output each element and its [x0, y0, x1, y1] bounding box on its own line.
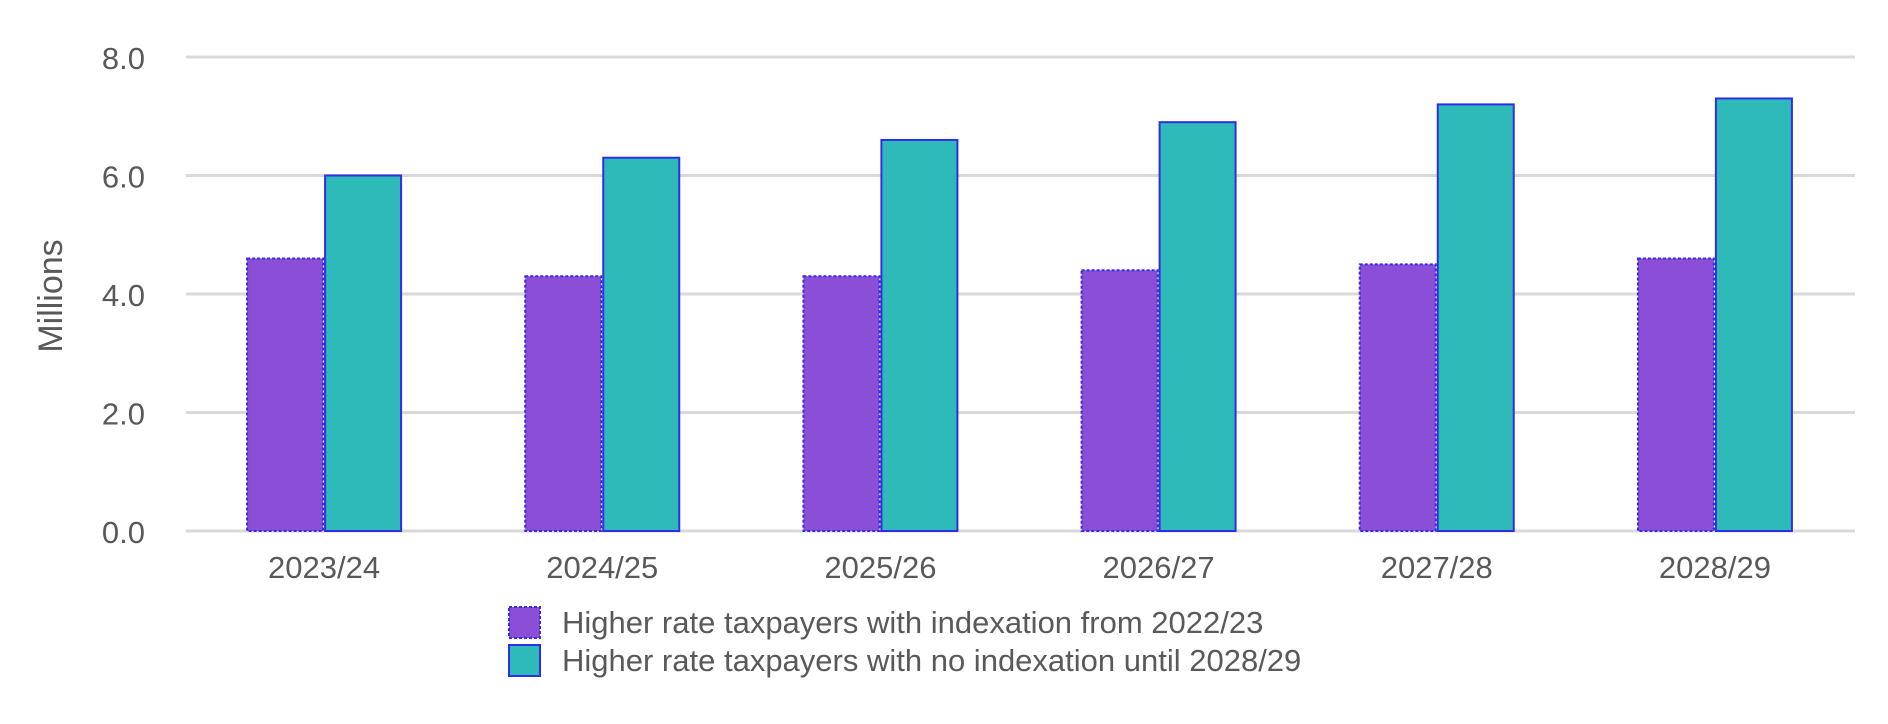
bar-indexation-2023-24 — [246, 257, 325, 532]
x-tick-label: 2023/24 — [268, 550, 380, 585]
y-tick-labels: 0.0 2.0 4.0 6.0 8.0 — [102, 41, 145, 550]
bar-no-indexation-2025-26 — [880, 138, 959, 532]
x-tick-label: 2028/29 — [1659, 550, 1771, 585]
bars — [246, 97, 1793, 533]
y-tick-label: 4.0 — [102, 278, 145, 313]
legend-label-2: Higher rate taxpayers with no indexation… — [562, 643, 1301, 678]
bar-indexation-2028-29 — [1636, 257, 1715, 532]
x-tick-labels: 2023/24 2024/25 2025/26 2026/27 2027/28 2028/… — [268, 550, 1771, 585]
y-tick-label: 0.0 — [102, 515, 145, 550]
bar-indexation-2026-27 — [1080, 269, 1159, 532]
legend: Higher rate taxpayers with indexation fr… — [508, 605, 1301, 678]
gridlines — [186, 55, 1855, 533]
bar-no-indexation-2028-29 — [1714, 97, 1793, 532]
y-tick-label: 6.0 — [102, 160, 145, 195]
x-tick-label: 2026/27 — [1103, 550, 1215, 585]
bar-indexation-2027-28 — [1358, 263, 1437, 532]
bar-no-indexation-2026-27 — [1158, 121, 1237, 533]
y-tick-label: 8.0 — [102, 41, 145, 76]
y-tick-label: 2.0 — [102, 397, 145, 432]
bar-indexation-2024-25 — [524, 275, 603, 532]
y-axis-label: Millions — [32, 239, 70, 352]
bar-indexation-2025-26 — [802, 275, 881, 532]
legend-label-1: Higher rate taxpayers with indexation fr… — [562, 605, 1263, 640]
bar-no-indexation-2023-24 — [324, 174, 403, 532]
bar-no-indexation-2024-25 — [602, 156, 681, 532]
legend-swatch-2 — [508, 644, 541, 677]
x-tick-label: 2024/25 — [546, 550, 658, 585]
legend-swatch-1 — [508, 606, 541, 639]
bar-no-indexation-2027-28 — [1436, 103, 1515, 533]
x-tick-label: 2027/28 — [1381, 550, 1493, 585]
x-tick-label: 2025/26 — [824, 550, 936, 585]
